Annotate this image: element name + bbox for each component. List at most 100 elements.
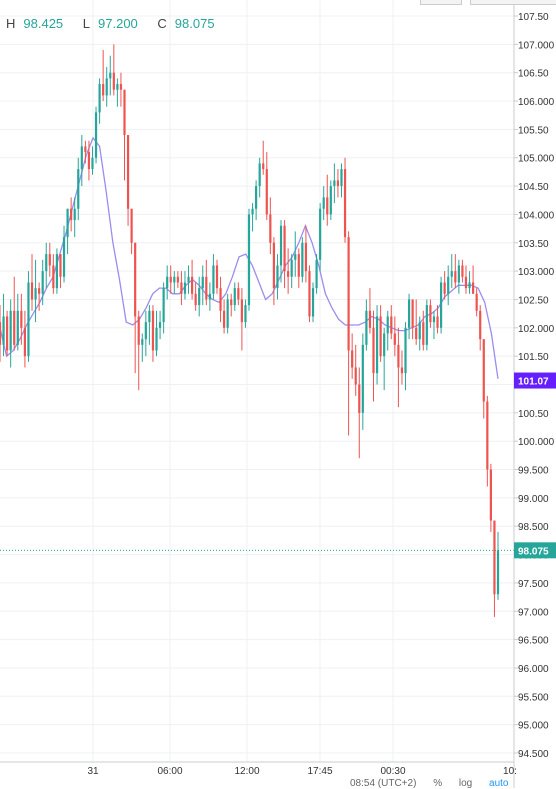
candle-body <box>155 327 158 351</box>
candle <box>372 310 375 402</box>
close-value: C 98.075 <box>157 16 222 31</box>
candle-body <box>112 72 115 90</box>
candle-body <box>180 282 183 294</box>
candle-body <box>304 242 308 272</box>
price-tick-label: 94.500 <box>518 749 549 760</box>
candle <box>329 180 332 221</box>
candle <box>148 305 151 345</box>
price-tick-label: 97.000 <box>518 607 549 618</box>
price-tick-label: 99.000 <box>518 494 549 505</box>
candle <box>336 169 340 198</box>
candle <box>194 282 197 311</box>
candle-body <box>119 84 123 90</box>
candle <box>326 174 329 226</box>
time-tick-label: 06:00 <box>157 766 182 777</box>
candle <box>415 299 418 345</box>
price-tick-label: 105.50 <box>518 125 549 136</box>
candle <box>41 259 44 306</box>
candle <box>393 316 396 357</box>
candle-body <box>151 310 155 351</box>
candle <box>287 248 290 294</box>
candle-body <box>187 276 190 283</box>
toolbar-button-partial[interactable] <box>420 0 462 5</box>
time-tick-label: 10: <box>503 766 517 777</box>
candle-body <box>432 316 436 323</box>
candle <box>496 531 500 600</box>
candle-body <box>183 282 187 294</box>
percent-toggle[interactable]: % <box>433 778 443 789</box>
candle <box>475 288 478 317</box>
auto-toggle[interactable]: auto <box>489 778 509 789</box>
candle-body <box>212 265 215 294</box>
price-tick-label: 103.000 <box>518 267 555 278</box>
candle-body <box>194 293 197 306</box>
candle <box>158 310 162 340</box>
candle-body <box>290 259 293 277</box>
candle-body <box>486 401 489 470</box>
candle <box>276 254 279 300</box>
candle <box>77 157 80 221</box>
candle-body <box>52 265 55 289</box>
price-tick-label: 105.000 <box>518 154 555 165</box>
candle-body <box>6 316 9 351</box>
timezone-label[interactable]: 08:54 (UTC+2) <box>350 778 417 789</box>
candle-body <box>27 282 30 357</box>
candle-body <box>176 276 179 283</box>
candle <box>94 106 98 164</box>
candle <box>141 333 144 362</box>
candle-body <box>251 208 254 215</box>
candle <box>70 197 73 232</box>
log-toggle[interactable]: log <box>458 778 473 789</box>
candle-body <box>2 316 5 345</box>
price-tick-label: 96.000 <box>518 664 549 675</box>
candle <box>48 242 51 277</box>
toolbar-button-partial[interactable] <box>470 0 556 5</box>
price-tick-label: 104.000 <box>518 210 555 221</box>
candle <box>333 163 336 204</box>
candle-body <box>173 276 176 283</box>
candle-body <box>109 72 112 79</box>
candle <box>422 310 425 351</box>
time-axis[interactable]: 31 06:00 12:00 17:45 00:30 10: <box>0 761 517 777</box>
candle <box>126 135 130 226</box>
candle-body <box>240 299 243 323</box>
candle <box>347 231 350 436</box>
price-tick-label: 96.500 <box>518 636 549 647</box>
candle <box>23 310 27 368</box>
candle <box>137 310 140 391</box>
candle-body <box>91 157 94 170</box>
candle <box>457 259 460 294</box>
candle-body <box>55 254 59 289</box>
candle-body <box>73 208 76 221</box>
candle <box>308 265 311 323</box>
candle <box>368 288 372 334</box>
candle-body <box>66 208 69 238</box>
candle-body <box>319 208 322 260</box>
price-tick-label: 106.50 <box>518 69 549 80</box>
candle-body <box>279 225 283 266</box>
candle-body <box>326 197 329 215</box>
candle-body <box>226 299 229 328</box>
candle <box>351 333 354 379</box>
candle-body <box>425 305 428 345</box>
candle <box>190 259 194 300</box>
candle-body <box>287 271 290 277</box>
high-number: 98.425 <box>23 16 64 31</box>
candle-body <box>70 208 73 221</box>
candle <box>230 293 233 317</box>
candle <box>486 395 489 487</box>
price-axis[interactable]: 107.50 107.000 106.50 106.000 105.50 105.000 1… <box>513 0 556 788</box>
candle <box>383 327 386 391</box>
close-label: C <box>157 16 167 31</box>
candle <box>418 316 421 351</box>
candle <box>461 259 464 283</box>
candle-body <box>130 208 133 243</box>
candle-body <box>94 112 98 158</box>
candle <box>98 78 101 124</box>
candle-body <box>20 310 23 328</box>
candle-body <box>372 327 375 374</box>
candle-body <box>322 197 325 209</box>
candle-body <box>84 146 87 153</box>
candle <box>436 305 439 334</box>
